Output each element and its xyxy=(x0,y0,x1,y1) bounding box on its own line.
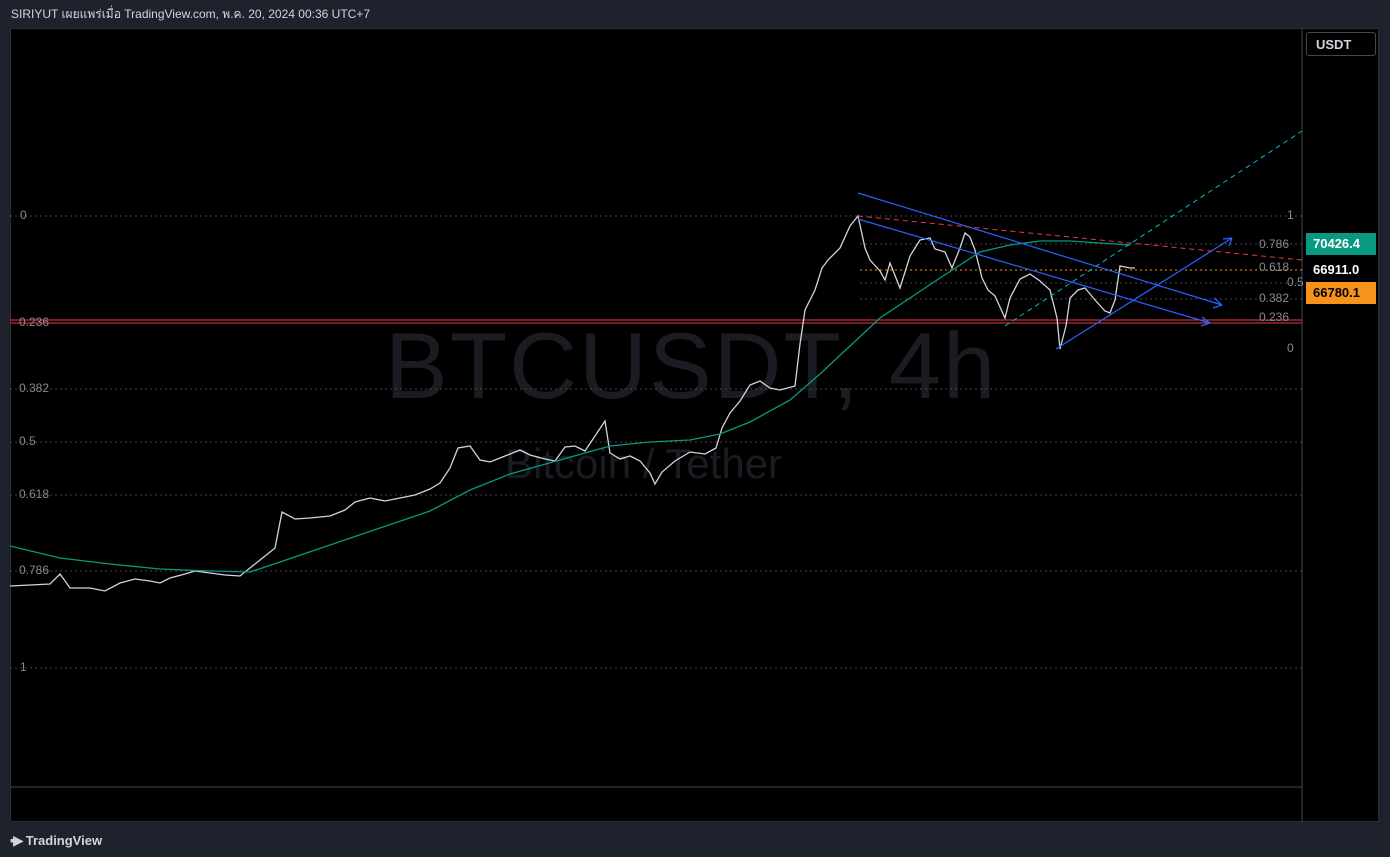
symbol-watermark: BTCUSDT, 4h xyxy=(385,313,998,418)
dashed-projection-line xyxy=(1004,130,1303,327)
fib-left-label-0786: 0.786 xyxy=(19,563,50,577)
last-price-tag: 66911.0 xyxy=(1306,259,1376,281)
fib-right-label-0382: 0.382 xyxy=(1259,291,1290,305)
channel-upper-line xyxy=(857,192,1223,306)
fib-right-label-0: 0 xyxy=(1287,341,1294,355)
level-price-tag: 66780.1 xyxy=(1306,282,1376,304)
fib-right-label-0236: 0.236 xyxy=(1259,310,1290,324)
dashed-resistance-line xyxy=(857,215,1303,261)
publish-header: SIRIYUT เผยแพร่เมื่อ TradingView.com, พ.… xyxy=(0,0,1390,28)
price-series xyxy=(10,214,1135,592)
moving-average-price-tag: 70426.4 xyxy=(1306,233,1376,255)
fib-left-label-1: 1 xyxy=(20,660,27,674)
descending-channel xyxy=(857,192,1233,350)
channel-lower-line xyxy=(857,218,1211,324)
fib-left-label-0382: 0.382 xyxy=(19,381,50,395)
currency-button[interactable]: USDT xyxy=(1306,32,1376,56)
fib-left-label-0618: 0.618 xyxy=(19,487,50,501)
fib-right-label-0786: 0.786 xyxy=(1259,237,1290,251)
tradingview-brand[interactable]: ▪▶ TradingView xyxy=(10,832,102,849)
fib-right-label-05: 0.5 xyxy=(1287,275,1304,289)
header-title: SIRIYUT เผยแพร่เมื่อ TradingView.com, พ.… xyxy=(11,7,370,21)
fib-left-label-0: 0 xyxy=(20,208,27,222)
arrow-head-lower xyxy=(1200,316,1211,327)
chart-pane[interactable] xyxy=(10,28,1379,822)
price-chart[interactable] xyxy=(10,28,1379,822)
symbol-description-watermark: Bitcoin / Tether xyxy=(505,440,783,487)
arrow-head-upper xyxy=(1212,297,1223,309)
moving-average-line xyxy=(10,240,1131,573)
footer: ▪▶ TradingView xyxy=(0,822,1390,857)
fib-retracement-right xyxy=(860,243,1302,300)
brand-label: TradingView xyxy=(25,833,103,848)
arrow-head-support xyxy=(1222,237,1233,247)
fib-left-label-05: 0.5 xyxy=(19,434,36,448)
tradingview-logo-icon: ▪▶ xyxy=(10,832,24,848)
ascending-support-line xyxy=(1055,237,1233,350)
fib-right-label-1: 1 xyxy=(1287,208,1294,222)
fib-left-label-0236: 0.236 xyxy=(19,315,50,329)
fib-right-label-0618: 0.618 xyxy=(1259,260,1290,274)
